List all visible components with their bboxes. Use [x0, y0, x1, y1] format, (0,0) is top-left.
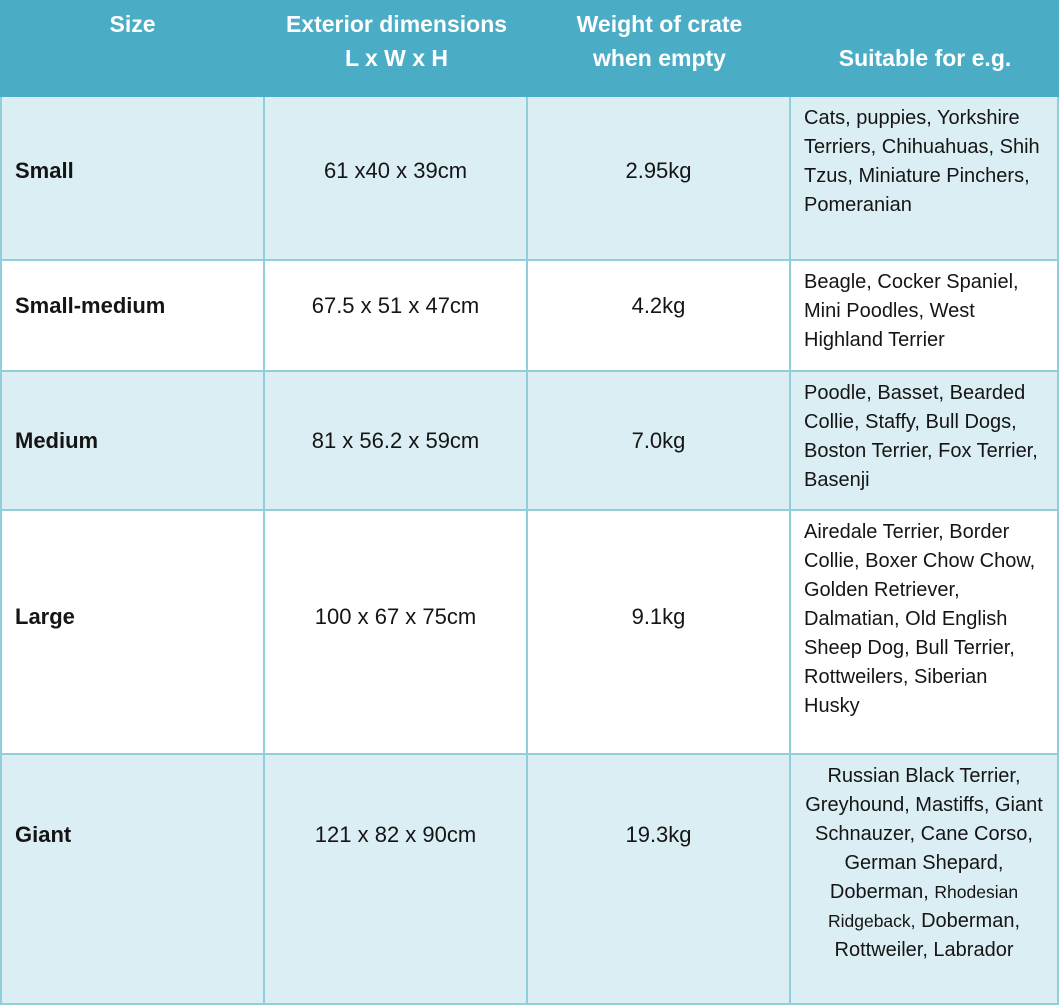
- header-size-cell: Size: [0, 0, 265, 97]
- size-cell: Small: [0, 97, 265, 261]
- header-dimensions-cell: Exterior dimensions L x W x H: [265, 0, 528, 97]
- weight-cell: 9.1kg: [528, 511, 791, 755]
- dimensions-cell: 81 x 56.2 x 59cm: [265, 372, 528, 511]
- size-cell: Giant: [0, 755, 265, 1005]
- header-suitable-cell: Suitable for e.g.: [791, 0, 1059, 97]
- size-cell: Large: [0, 511, 265, 755]
- weight-cell: 7.0kg: [528, 372, 791, 511]
- suitable-text-segment: Russian Black Terrier, Greyhound, Mastif…: [805, 765, 1043, 903]
- suitable-cell: Beagle, Cocker Spaniel, Mini Poodles, We…: [791, 261, 1059, 372]
- suitable-cell: Poodle, Basset, Bearded Collie, Staffy, …: [791, 372, 1059, 511]
- dimensions-cell: 100 x 67 x 75cm: [265, 511, 528, 755]
- suitable-text-segment: Doberman, Rottweiler, Labrador: [834, 910, 1021, 961]
- suitable-cell: Cats, puppies, Yorkshire Terriers, Chihu…: [791, 97, 1059, 261]
- header-dimensions-line1: Exterior dimensions: [285, 11, 508, 37]
- size-cell: Small-medium: [0, 261, 265, 372]
- dimensions-cell: 67.5 x 51 x 47cm: [265, 261, 528, 372]
- header-size-label: Size: [109, 11, 156, 37]
- suitable-cell: Airedale Terrier, Border Collie, Boxer C…: [791, 511, 1059, 755]
- suitable-cell: Russian Black Terrier, Greyhound, Mastif…: [791, 755, 1059, 1005]
- suitable-text-segment-altfont: Rhodesian Ridgeback,: [827, 882, 1019, 931]
- header-weight-cell: Weight of crate when empty: [528, 0, 791, 97]
- weight-cell: 2.95kg: [528, 97, 791, 261]
- weight-cell: 4.2kg: [528, 261, 791, 372]
- header-suitable-label: Suitable for e.g.: [838, 45, 1012, 71]
- size-cell: Medium: [0, 372, 265, 511]
- header-weight-line2: when empty: [593, 45, 726, 71]
- dimensions-cell: 121 x 82 x 90cm: [265, 755, 528, 1005]
- weight-cell: 19.3kg: [528, 755, 791, 1005]
- dimensions-cell: 61 x40 x 39cm: [265, 97, 528, 261]
- header-dimensions-line2: L x W x H: [344, 45, 449, 71]
- header-weight-line1: Weight of crate: [576, 11, 743, 37]
